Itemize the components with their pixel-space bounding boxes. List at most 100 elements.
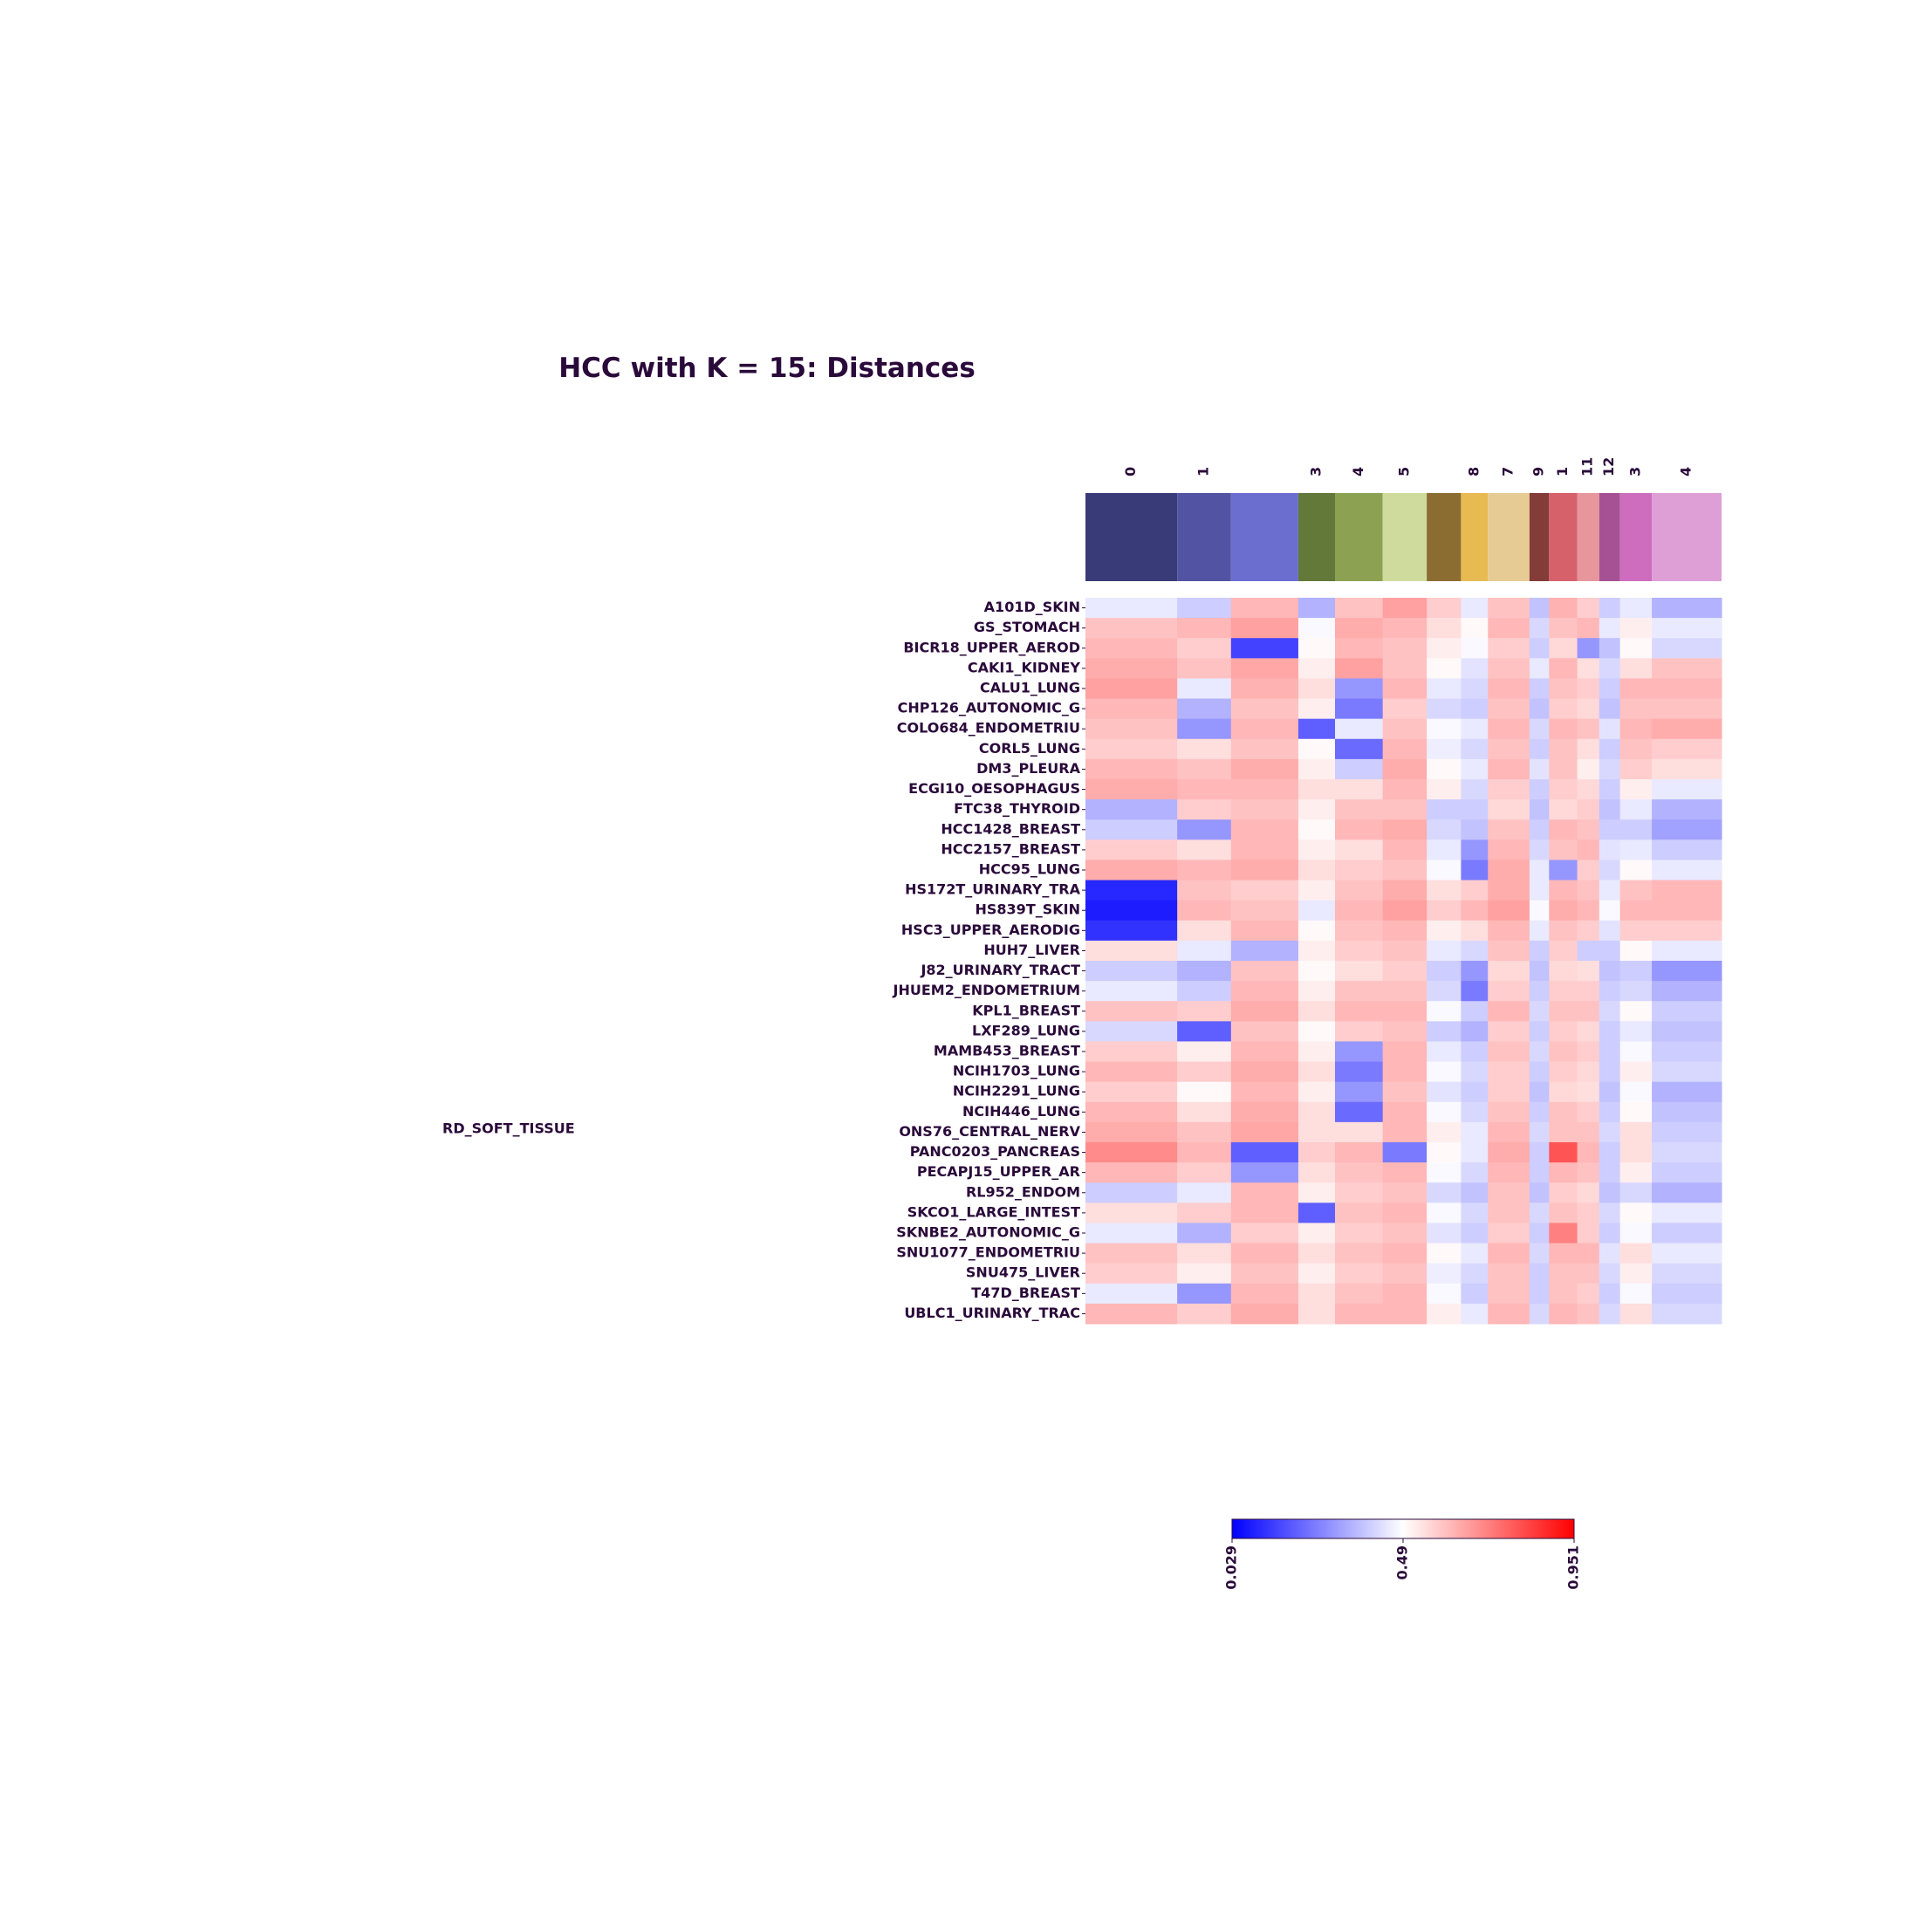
heatmap-cell [1085, 981, 1178, 1002]
heatmap-cell [1177, 1121, 1232, 1143]
heatmap-cell [1549, 1101, 1578, 1123]
heatmap-cell [1488, 1041, 1530, 1063]
heatmap-cell [1297, 1101, 1336, 1123]
heatmap-cell [1085, 618, 1178, 639]
heatmap-cell [1297, 698, 1336, 720]
heatmap-cell [1461, 1101, 1489, 1123]
heatmap-cell [1334, 678, 1384, 700]
heatmap-cell [1529, 1243, 1550, 1264]
heatmap-cell [1177, 638, 1232, 659]
heatmap-cell [1488, 638, 1530, 659]
heatmap-cell [1177, 1021, 1232, 1042]
heatmap-cell [1529, 738, 1550, 760]
heatmap-cell [1382, 1283, 1427, 1305]
heatmap-cell [1334, 1223, 1384, 1244]
heatmap-cell [1382, 880, 1427, 901]
heatmap-cell [1577, 1263, 1600, 1285]
heatmap-cell [1427, 860, 1462, 881]
heatmap-cell [1085, 1243, 1178, 1264]
heatmap-cell [1297, 839, 1336, 860]
heatmap-cell [1652, 1101, 1722, 1123]
row-label: KPL1_BREAST [972, 1002, 1080, 1018]
heatmap-cell [1529, 1001, 1550, 1022]
heatmap-cell [1652, 920, 1722, 942]
row-label: CAKI1_KIDNEY [968, 659, 1081, 675]
heatmap-cell [1619, 920, 1653, 942]
row-label: ONS76_CENTRAL_NERV [899, 1123, 1080, 1140]
heatmap-cell [1177, 981, 1232, 1002]
heatmap-cell [1619, 618, 1653, 639]
heatmap-cell [1230, 1001, 1299, 1022]
heatmap-cell [1334, 698, 1384, 720]
heatmap-cell [1488, 961, 1530, 982]
heatmap-cell [1577, 1001, 1600, 1022]
heatmap-cell [1230, 1121, 1299, 1143]
heatmap-cell [1577, 1041, 1600, 1063]
heatmap-cell [1427, 618, 1462, 639]
heatmap-cell [1085, 738, 1178, 760]
heatmap-cell [1297, 860, 1336, 881]
heatmap-cell [1652, 900, 1722, 921]
heatmap-cell [1529, 961, 1550, 982]
heatmap-cell [1177, 819, 1232, 840]
heatmap-cell [1230, 1283, 1299, 1305]
heatmap-cell [1488, 920, 1530, 942]
heatmap-cell [1577, 860, 1600, 881]
heatmap-cell [1488, 1263, 1530, 1285]
heatmap-cell [1427, 1202, 1462, 1223]
heatmap-cell [1619, 678, 1653, 700]
row-label: HUH7_LIVER [983, 942, 1080, 958]
heatmap-cell [1334, 819, 1384, 840]
heatmap-cell [1461, 1061, 1489, 1083]
heatmap-cell [1085, 961, 1178, 982]
heatmap-cell [1177, 1223, 1232, 1244]
heatmap-cell [1297, 678, 1336, 700]
heatmap-cell [1529, 618, 1550, 639]
heatmap-cell [1577, 1223, 1600, 1244]
heatmap-cell [1577, 981, 1600, 1002]
heatmap-cell [1177, 1041, 1232, 1063]
heatmap-cell [1427, 880, 1462, 901]
heatmap-cell [1230, 1223, 1299, 1244]
heatmap-cell [1549, 638, 1578, 659]
heatmap-cell [1177, 1283, 1232, 1305]
heatmap-cell [1549, 860, 1578, 881]
heatmap-cell [1549, 779, 1578, 800]
heatmap-cell [1177, 799, 1232, 820]
heatmap-cell [1230, 1081, 1299, 1103]
heatmap-cell [1427, 1142, 1462, 1163]
heatmap-cell [1297, 1061, 1336, 1083]
heatmap-cell [1488, 900, 1530, 921]
heatmap-cell [1549, 678, 1578, 700]
heatmap-cell [1177, 698, 1232, 720]
heatmap-cell [1297, 1162, 1336, 1183]
heatmap-cell [1427, 598, 1462, 619]
heatmap-cell [1549, 1243, 1578, 1264]
heatmap-cell [1230, 1263, 1299, 1285]
heatmap-cell [1382, 779, 1427, 800]
heatmap-cell [1177, 940, 1232, 962]
heatmap-cell [1177, 1303, 1232, 1325]
heatmap-cell [1461, 961, 1489, 982]
heatmap-cell [1085, 758, 1178, 780]
heatmap-cell [1549, 1121, 1578, 1143]
row-label: NCIH1703_LUNG [953, 1063, 1080, 1079]
heatmap-cell [1297, 900, 1336, 921]
heatmap-cell [1652, 738, 1722, 760]
heatmap-cell [1297, 1223, 1336, 1244]
heatmap-cell [1297, 920, 1336, 942]
heatmap-cell [1427, 1283, 1462, 1305]
heatmap-cell [1382, 1223, 1427, 1244]
heatmap-cell [1488, 1021, 1530, 1042]
heatmap-cell [1461, 1121, 1489, 1143]
heatmap-cell [1297, 799, 1336, 820]
row-label: HSC3_UPPER_AERODIG [901, 921, 1080, 938]
heatmap-cell [1427, 920, 1462, 942]
heatmap-cell [1177, 1263, 1232, 1285]
heatmap-cell [1549, 819, 1578, 840]
heatmap-cell [1549, 758, 1578, 780]
heatmap-cell [1599, 799, 1621, 820]
heatmap-cell [1085, 1263, 1178, 1285]
heatmap-cell [1334, 961, 1384, 982]
heatmap-cell [1085, 1101, 1178, 1123]
